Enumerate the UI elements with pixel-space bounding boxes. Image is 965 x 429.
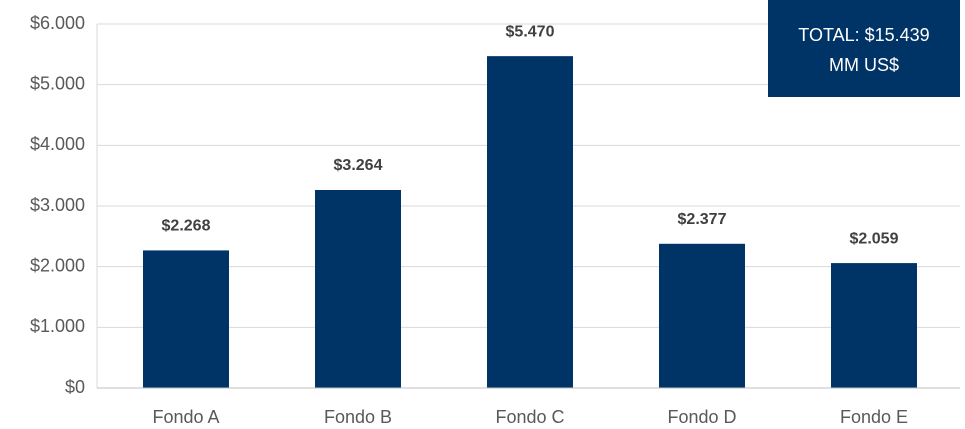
annotation-box xyxy=(768,0,960,97)
data-label: $2.377 xyxy=(678,211,727,228)
annotation: TOTAL: $15.439 xyxy=(798,25,929,45)
y-tick-label: $1.000 xyxy=(30,316,85,336)
y-tick-label: $2.000 xyxy=(30,255,85,275)
bar xyxy=(831,263,917,388)
x-tick-label: Fondo E xyxy=(840,407,908,427)
x-tick-label: Fondo B xyxy=(324,407,392,427)
y-tick-label: $4.000 xyxy=(30,134,85,154)
y-tick-label: $6.000 xyxy=(30,13,85,33)
data-label: $3.264 xyxy=(334,157,383,174)
bar xyxy=(315,189,401,388)
data-label: $5.470 xyxy=(506,23,555,40)
y-tick-label: $3.000 xyxy=(30,195,85,215)
x-tick-label: Fondo D xyxy=(667,407,736,427)
x-tick-label: Fondo C xyxy=(495,407,564,427)
bar xyxy=(659,243,745,388)
bar xyxy=(487,56,573,389)
y-tick-label: $0 xyxy=(65,377,85,397)
bar xyxy=(143,250,229,388)
data-label: $2.059 xyxy=(850,230,899,247)
y-tick-label: $5.000 xyxy=(30,73,85,93)
x-tick-label: Fondo A xyxy=(152,407,219,427)
annotation: MM US$ xyxy=(829,55,899,75)
data-label: $2.268 xyxy=(162,218,211,235)
